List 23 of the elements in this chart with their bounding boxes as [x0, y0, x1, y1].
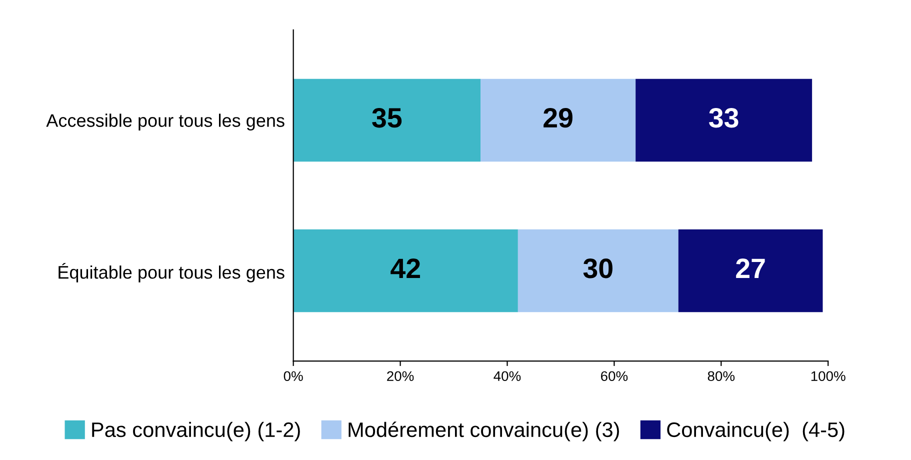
x-tick-label: 0%	[284, 371, 303, 382]
bar	[678, 229, 823, 312]
x-tick-label: 20%	[387, 371, 414, 382]
data-label: 42	[390, 258, 420, 278]
bar	[518, 229, 678, 312]
bar	[480, 78, 636, 162]
data-label: 29	[544, 108, 572, 128]
data-label: 35	[372, 108, 402, 128]
legend-label: Convaincu(e) (4-5)	[667, 422, 844, 442]
y-tick-label: Équitable pour tous les gens	[58, 262, 284, 282]
x-tick-label: 80%	[708, 371, 735, 382]
bar	[636, 78, 812, 162]
bar	[293, 78, 481, 162]
legend-label: Pas convaincu(e) (1-2)	[92, 422, 300, 442]
x-tick-label: 40%	[494, 371, 521, 382]
y-tick-label: Accessible pour tous les gens	[46, 114, 284, 131]
legend-label: Modérement convaincu(e) (3)	[348, 422, 619, 442]
data-label: 27	[736, 258, 765, 278]
data-label: 30	[583, 258, 612, 278]
x-tick-label: 100%	[811, 371, 846, 382]
bar	[293, 229, 518, 312]
data-label: 33	[709, 108, 738, 128]
x-tick-label: 60%	[601, 371, 628, 382]
